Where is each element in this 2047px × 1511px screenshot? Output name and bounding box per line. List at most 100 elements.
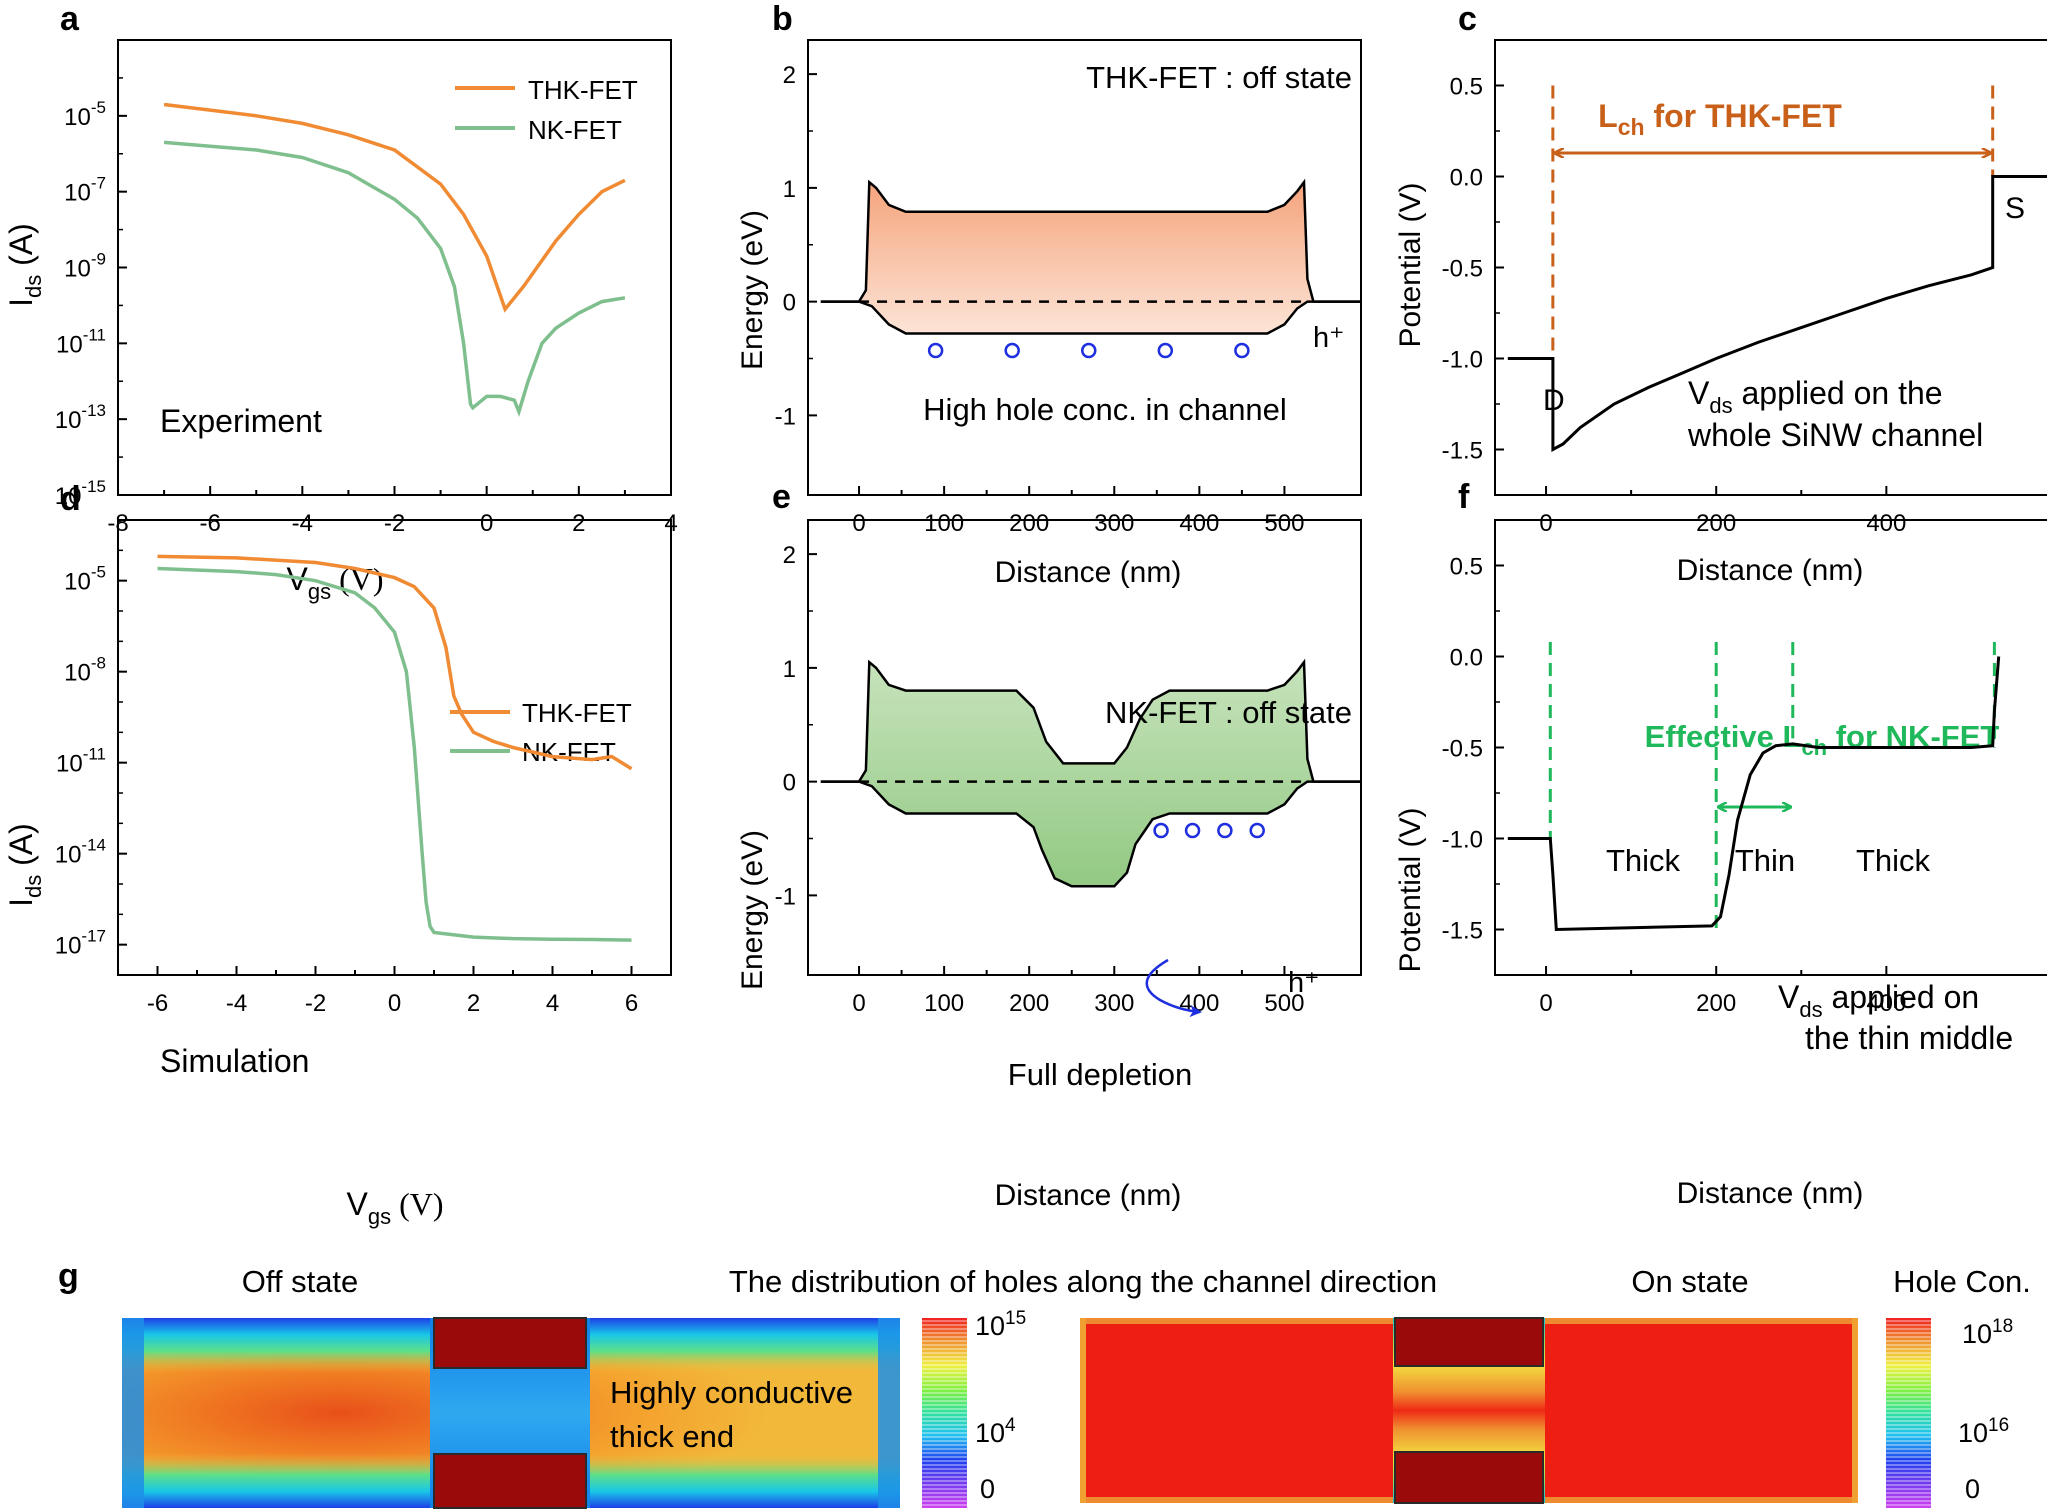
panel-b: 0 100 200 300 400 500 2 1 0 -1 THK-FET : off stat… <box>736 39 1362 589</box>
annotation-c-rest: applied on the <box>1733 375 1943 411</box>
colorbar-left-top-base: 10 <box>975 1311 1005 1341</box>
y-tick-base-d: 10 <box>55 933 82 960</box>
header-f-pre: Effective L <box>1645 719 1802 754</box>
y-axis-label-a-sub: ds <box>21 275 46 298</box>
y-tick-label-c: -1.0 <box>1442 347 1483 374</box>
y-tick-label-b: 2 <box>783 62 796 89</box>
label-off-state: Off state <box>242 1264 359 1299</box>
x-tick-label-b: 500 <box>1264 510 1304 537</box>
series-line-thk-d <box>157 554 633 771</box>
x-tick-label-d: -4 <box>226 990 247 1017</box>
band-fill-e <box>820 662 1361 887</box>
series-line-thk-a <box>163 102 626 313</box>
series-line-nk-d <box>157 566 632 942</box>
y-tick-label-c: -1.5 <box>1442 438 1483 465</box>
annotation-f-line2: the thin middle <box>1805 1020 2013 1056</box>
title-b: THK-FET : off state <box>1086 60 1352 95</box>
panel-letter-a: a <box>60 0 80 38</box>
axes-ticks-f: 0 200 400 0.5 0.0 -0.5 -1.0 -1.5 <box>1442 554 1907 1018</box>
x-axis-label-d-unit: (V) <box>391 1186 443 1222</box>
x-axis-label-d: Vgs (V) <box>346 1186 443 1229</box>
x-tick-label-d: 4 <box>546 990 559 1017</box>
colorbar-right: 1018 1016 0 <box>1886 1316 2013 1508</box>
y-tick-label-e: -1 <box>775 883 796 910</box>
x-tick-label-b: 100 <box>924 510 964 537</box>
label-drain: D <box>1543 384 1565 417</box>
annotation-f-line1: Vds applied on <box>1778 979 1979 1022</box>
y-axis-label-a-unit: (A) <box>3 223 39 275</box>
conduction-band-b <box>820 178 1361 303</box>
y-axis-label-a-main: I <box>3 298 39 307</box>
x-tick-label-a: -4 <box>292 510 313 537</box>
annotation-g-line2: thick end <box>610 1419 734 1454</box>
panel-letter-e: e <box>772 478 791 516</box>
panel-letter-g: g <box>58 1257 79 1295</box>
header-c-rest: for THK-FET <box>1645 98 1843 134</box>
x-tick-label-f: 200 <box>1696 990 1736 1017</box>
annotation-g-line1: Highly conductive <box>610 1375 853 1410</box>
y-tick-base-d: 10 <box>56 751 83 778</box>
gate-block-on-bottom <box>1394 1451 1544 1504</box>
x-tick-label-c: 0 <box>1539 510 1552 537</box>
colorbar-right-top-exp: 18 <box>1992 1316 2013 1337</box>
x-tick-label-e: 100 <box>924 990 964 1017</box>
x-tick-label-a: 2 <box>572 510 585 537</box>
x-tick-label-f: 0 <box>1539 990 1552 1017</box>
annotation-e: Full depletion <box>1008 1057 1192 1092</box>
panel-g: g Off state The distribution of holes al… <box>58 1257 2031 1509</box>
hole-marker <box>927 342 944 359</box>
y-tick-label-a: 10-9 <box>64 250 106 283</box>
y-tick-exp-a: -5 <box>91 98 106 117</box>
y-axis-label-a: Ids (A) <box>3 223 46 307</box>
y-tick-exp-a: -7 <box>91 174 106 193</box>
region-label-thin: Thin <box>1735 843 1795 878</box>
x-tick-label-d: -2 <box>305 990 326 1017</box>
y-tick-label-d: 10-5 <box>64 563 106 596</box>
annotation-f-sub: ds <box>1799 997 1822 1022</box>
y-tick-base-d: 10 <box>55 842 82 869</box>
x-tick-label-e: 300 <box>1094 990 1134 1017</box>
annotation-experiment: Experiment <box>160 403 322 439</box>
hole-marker <box>1004 342 1020 359</box>
carrier-label-b: h⁺ <box>1313 322 1344 354</box>
x-tick-label-e: 500 <box>1264 990 1304 1017</box>
y-tick-exp-d: -17 <box>81 927 106 946</box>
annotation-simulation: Simulation <box>160 1043 309 1079</box>
y-tick-label-a: 10-11 <box>56 325 106 358</box>
y-tick-exp-a: -13 <box>81 401 106 420</box>
hole-marker <box>1081 342 1097 359</box>
panel-c: 0 200 400 0.5 0.0 -0.5 -1.0 -1.5 Lch for THK-FE… <box>1394 39 2047 587</box>
axes-ticks-c: 0 200 400 0.5 0.0 -0.5 -1.0 -1.5 <box>1442 74 1907 538</box>
hole-marker <box>1153 822 1169 839</box>
annotation-b: High hole conc. in channel <box>923 392 1287 427</box>
y-axis-label-f: Potential (V) <box>1394 807 1427 972</box>
x-tick-label-b: 0 <box>852 510 865 537</box>
potential-line-f <box>1507 656 2001 932</box>
x-tick-label-f: 400 <box>1866 990 1906 1017</box>
y-tick-base-a: 10 <box>55 483 82 510</box>
hole-marker <box>1234 342 1250 359</box>
header-c-main: L <box>1598 98 1618 134</box>
x-tick-label-d: 0 <box>388 990 401 1017</box>
legend-label-thk: THK-FET <box>528 75 638 105</box>
y-tick-label-d: 10-8 <box>64 654 106 687</box>
annotation-f-rest: applied on <box>1823 979 1980 1015</box>
y-tick-exp-a: -9 <box>91 250 106 269</box>
hole-marker <box>1217 822 1233 839</box>
x-tick-label-b: 400 <box>1179 510 1219 537</box>
x-tick-label-d: -6 <box>147 990 168 1017</box>
plot-frame-b <box>807 39 1362 496</box>
valence-band-b <box>820 300 1361 335</box>
legend-a: THK-FET NK-FET <box>455 75 638 145</box>
panel-letter-d: d <box>60 480 81 518</box>
legend-d: THK-FET NK-FET <box>450 698 632 767</box>
x-axis-label-a: Vgs (V) <box>286 561 383 604</box>
hole-markers-b <box>927 342 1250 359</box>
y-axis-label-d-main: I <box>3 898 39 907</box>
potential-line-c <box>1507 175 2047 453</box>
y-tick-label-b: -1 <box>775 403 796 430</box>
